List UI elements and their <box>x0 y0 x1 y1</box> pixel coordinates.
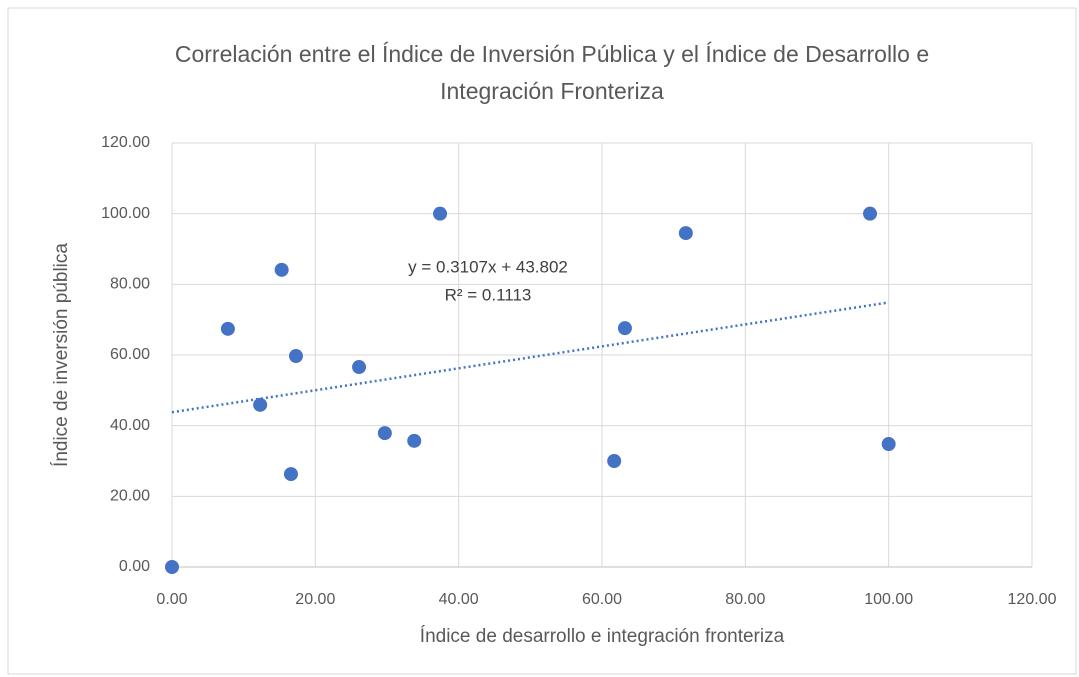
point <box>253 397 268 412</box>
x-tick-label: 20.00 <box>295 591 335 608</box>
point <box>678 226 693 241</box>
point <box>165 560 179 574</box>
point <box>881 437 896 452</box>
point <box>220 321 235 336</box>
x-tick-label: 120.00 <box>1008 591 1057 608</box>
trendline-equation: y = 0.3107x + 43.802 <box>408 257 568 276</box>
x-tick-label: 0.00 <box>156 591 187 608</box>
y-tick-label: 40.00 <box>110 417 150 434</box>
x-tick-label: 100.00 <box>864 591 913 608</box>
chart-title: Correlación entre el Índice de Inversión… <box>174 41 930 104</box>
x-tick-label: 60.00 <box>582 591 622 608</box>
y-tick-label: 80.00 <box>110 276 150 293</box>
y-tick-label: 60.00 <box>110 346 150 363</box>
chart-border <box>7 7 1077 675</box>
x-tick-label: 80.00 <box>725 591 765 608</box>
point <box>617 321 632 336</box>
point <box>352 360 367 375</box>
y-tick-label: 100.00 <box>101 205 150 222</box>
point <box>377 426 392 441</box>
trendline-r2: R² = 0.1113 <box>445 285 532 304</box>
trendline <box>171 301 889 414</box>
y-tick-label: 0.00 <box>119 558 150 575</box>
point <box>407 433 422 448</box>
point <box>863 206 878 221</box>
point <box>607 454 622 468</box>
point <box>274 262 289 277</box>
point <box>433 206 448 221</box>
y-tick-label: 20.00 <box>110 488 150 505</box>
x-axis-label: Índice de desarrollo e integración front… <box>420 626 785 647</box>
y-axis-label: Índice de inversión pública <box>51 243 72 467</box>
point <box>288 349 303 364</box>
y-tick-label: 120.00 <box>101 134 150 151</box>
point <box>283 467 298 482</box>
x-tick-label: 40.00 <box>439 591 479 608</box>
